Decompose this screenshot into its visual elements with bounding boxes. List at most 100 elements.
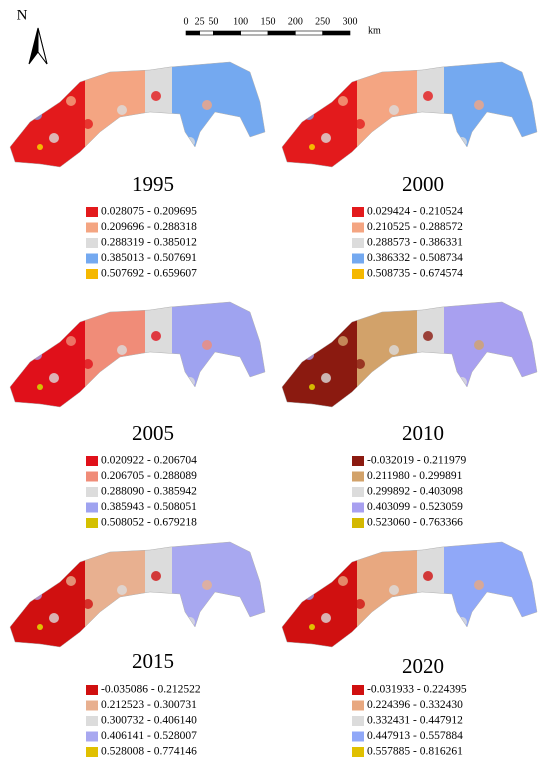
map-patch <box>185 377 195 387</box>
map-patch <box>440 114 450 124</box>
map-outline <box>9 61 266 168</box>
scale-segment <box>199 30 214 36</box>
map-patch <box>389 585 399 595</box>
map-patch <box>389 345 399 355</box>
legend-swatch <box>86 487 98 497</box>
legend-label: 0.288573 - 0.386331 <box>367 237 463 249</box>
legend-swatch <box>86 253 98 264</box>
map-patch <box>236 146 246 156</box>
map-patch <box>117 345 127 355</box>
map-patch <box>100 382 110 392</box>
legend-swatch <box>86 222 98 233</box>
legend-label: 0.210525 - 0.288572 <box>367 221 463 233</box>
map-patch <box>491 363 501 373</box>
map-region <box>10 542 85 647</box>
map <box>10 542 265 647</box>
legend-label: 0.288090 - 0.385942 <box>101 486 197 498</box>
legend-swatch <box>86 731 98 742</box>
map-outline <box>281 541 538 648</box>
map-patch <box>355 599 365 609</box>
legend-swatch <box>352 456 364 466</box>
map-region <box>282 302 357 407</box>
scale-segment <box>322 30 351 36</box>
map-patch <box>219 363 229 373</box>
map-patch <box>15 87 25 97</box>
scale-tick-label: 100 <box>233 16 248 27</box>
map-region <box>282 62 357 167</box>
map-patch <box>406 608 416 618</box>
legend-label: 0.209696 - 0.288318 <box>101 221 197 233</box>
map-patch <box>372 622 382 632</box>
legend-swatch <box>352 238 364 248</box>
legend-label: 0.385943 - 0.508051 <box>101 501 197 513</box>
legend-swatch <box>352 685 364 695</box>
year-label: 2015 <box>132 649 174 673</box>
map-patch <box>321 613 331 623</box>
scale-tick-label: 25 <box>195 16 205 27</box>
legend-swatch <box>352 747 364 757</box>
north-arrow-half <box>37 27 48 65</box>
map <box>282 62 537 167</box>
legend-swatch <box>86 716 98 726</box>
map-patch <box>37 144 43 150</box>
map-patch <box>134 128 144 138</box>
legend-swatch <box>86 700 98 711</box>
legend-label: 0.299892 - 0.403098 <box>367 486 463 498</box>
scale-segment <box>213 30 241 36</box>
year-label: 1995 <box>132 172 174 196</box>
map-outline <box>9 541 266 648</box>
map-patch <box>440 354 450 364</box>
legend-label: 0.386332 - 0.508734 <box>367 252 463 264</box>
legend-swatch <box>352 518 364 528</box>
scale-segment <box>295 30 323 36</box>
map-patch <box>423 331 433 341</box>
legend-label: 0.206705 - 0.288089 <box>101 470 197 482</box>
map-patch <box>372 142 382 152</box>
scale-unit: km <box>368 25 381 36</box>
legend-label: 0.385013 - 0.507691 <box>101 252 197 264</box>
map <box>282 542 537 647</box>
legend-label: 0.528008 - 0.774146 <box>101 746 197 758</box>
map-patch <box>202 340 212 350</box>
map-patch <box>423 571 433 581</box>
map-patch <box>66 576 76 586</box>
legend-swatch <box>352 253 364 264</box>
map-patch <box>440 594 450 604</box>
legend-label: -0.032019 - 0.211979 <box>367 455 466 467</box>
map-region <box>10 302 85 407</box>
legend-label: 0.557885 - 0.816261 <box>367 746 463 758</box>
map-patch <box>151 571 161 581</box>
map-patch <box>83 359 93 369</box>
map-patch <box>491 123 501 133</box>
legend-label: 0.508735 - 0.674574 <box>367 268 463 280</box>
legend-swatch <box>86 207 98 217</box>
map-patch <box>202 580 212 590</box>
map-patch <box>37 624 43 630</box>
map-outline <box>9 301 266 408</box>
map-patch <box>338 576 348 586</box>
map <box>10 62 265 167</box>
map-region <box>172 302 265 407</box>
map-patch <box>185 617 195 627</box>
map-patch <box>287 87 297 97</box>
map <box>10 302 265 407</box>
legend-swatch <box>352 731 364 742</box>
legend-label: -0.035086 - 0.212522 <box>101 684 201 696</box>
legend-label: 0.028075 - 0.209695 <box>101 206 197 218</box>
map-patch <box>219 603 229 613</box>
map-patch <box>117 585 127 595</box>
map-patch <box>355 119 365 129</box>
map-patch <box>83 119 93 129</box>
map-patch <box>66 96 76 106</box>
map-patch <box>406 128 416 138</box>
map-patch <box>423 91 433 101</box>
map-region <box>10 62 85 167</box>
scale-segment <box>240 30 269 36</box>
legend-swatch <box>86 471 98 482</box>
year-label: 2005 <box>132 421 174 445</box>
map-patch <box>168 354 178 364</box>
scale-segment <box>267 30 296 36</box>
map-patch <box>134 368 144 378</box>
map-region <box>172 62 265 167</box>
